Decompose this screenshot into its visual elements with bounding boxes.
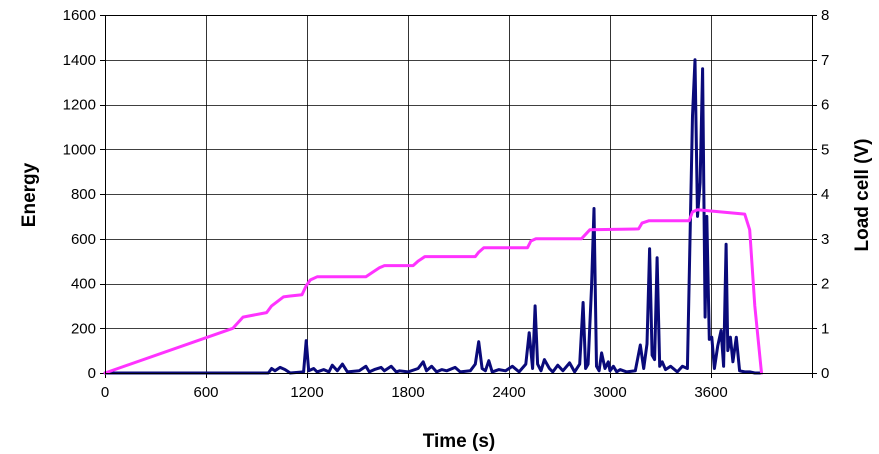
y-tick-label: 1600: [63, 7, 96, 24]
y2-axis-title: Load cell (V): [852, 139, 873, 252]
x-tick-labels: 0 600 1200 1800 2400 3000 3600: [101, 384, 728, 401]
load-cell-series-line: [103, 208, 763, 375]
y-tick-label: 1400: [63, 52, 96, 69]
grid-layer: [100, 15, 817, 378]
x-tick-label: 1200: [290, 384, 323, 401]
plot-frame: [105, 15, 813, 374]
y2-tick-label: 0: [821, 365, 829, 382]
y-axis-title: Energy: [19, 162, 40, 227]
x-tick-label: 600: [193, 384, 218, 401]
y2-tick-label: 5: [821, 141, 829, 158]
x-tick-label: 3600: [694, 384, 727, 401]
y2-tick-label: 6: [821, 97, 829, 114]
y-tick-label: 600: [71, 231, 96, 248]
y-tick-label: 1000: [63, 141, 96, 158]
y2-tick-label: 3: [821, 231, 829, 248]
y-tick-labels: 0 200 400 600 800 1000 1200 1400 1600: [63, 7, 96, 382]
series-layer: [103, 58, 763, 375]
x-tick-label: 1800: [391, 384, 424, 401]
y2-tick-label: 2: [821, 276, 829, 293]
y2-tick-label: 1: [821, 320, 829, 337]
x-tick-label: 0: [101, 384, 109, 401]
y2-tick-label: 8: [821, 7, 829, 24]
y2-tick-label: 4: [821, 186, 829, 203]
y-tick-label: 0: [88, 365, 96, 382]
x-axis-title: Time (s): [423, 431, 496, 452]
x-tick-label: 3000: [593, 384, 626, 401]
energy-series-line: [103, 58, 763, 375]
y-tick-label: 400: [71, 276, 96, 293]
y-tick-label: 1200: [63, 97, 96, 114]
y-tick-label: 800: [71, 186, 96, 203]
y2-tick-labels: 0 1 2 3 4 5 6 7 8: [821, 7, 829, 382]
x-tick-label: 2400: [492, 384, 525, 401]
y-tick-label: 200: [71, 320, 96, 337]
y2-tick-label: 7: [821, 52, 829, 69]
